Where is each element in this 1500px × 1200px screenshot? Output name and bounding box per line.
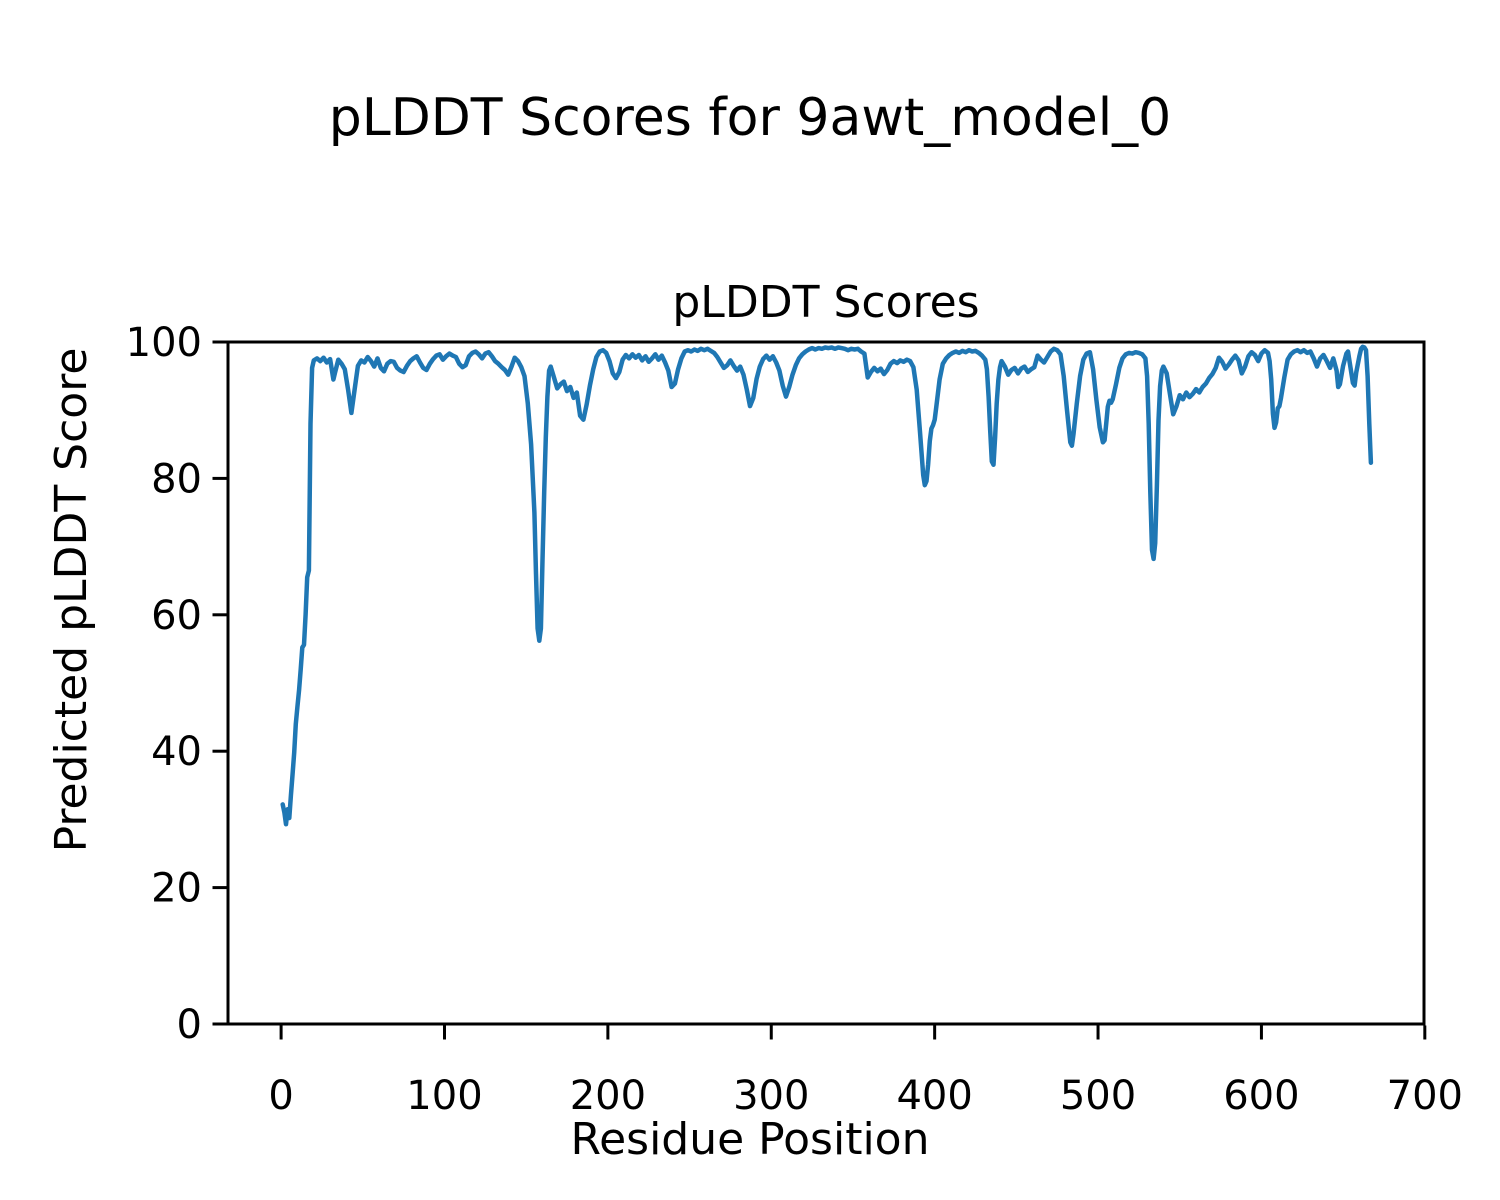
y-tick-label: 0 [177,1002,202,1048]
x-tick-label: 700 [1387,1073,1463,1119]
x-tick-label: 300 [733,1073,809,1119]
x-tick-label: 600 [1223,1073,1299,1119]
y-tick-label: 100 [126,320,202,366]
plot-generated: 0 100 200 300 400 500 600 700 0 20 40 60 80 100 [126,320,1463,1119]
x-tick-label: 0 [268,1073,293,1119]
y-tick-label: 20 [151,866,202,912]
y-tick-label: 60 [151,593,202,639]
plddt-line [280,344,1374,827]
x-axis-label: Residue Position [570,1114,930,1165]
y-tick-label: 40 [151,729,202,775]
y-tick-label: 80 [151,456,202,502]
x-tick-label: 100 [406,1073,482,1119]
axes-frame [226,340,1426,1026]
x-tick-label: 400 [896,1073,972,1119]
figure-title: pLDDT Scores for 9awt_model_0 [328,88,1172,148]
x-tick-label: 500 [1060,1073,1136,1119]
axes-title: pLDDT Scores [672,277,980,328]
x-tick-label: 200 [570,1073,646,1119]
